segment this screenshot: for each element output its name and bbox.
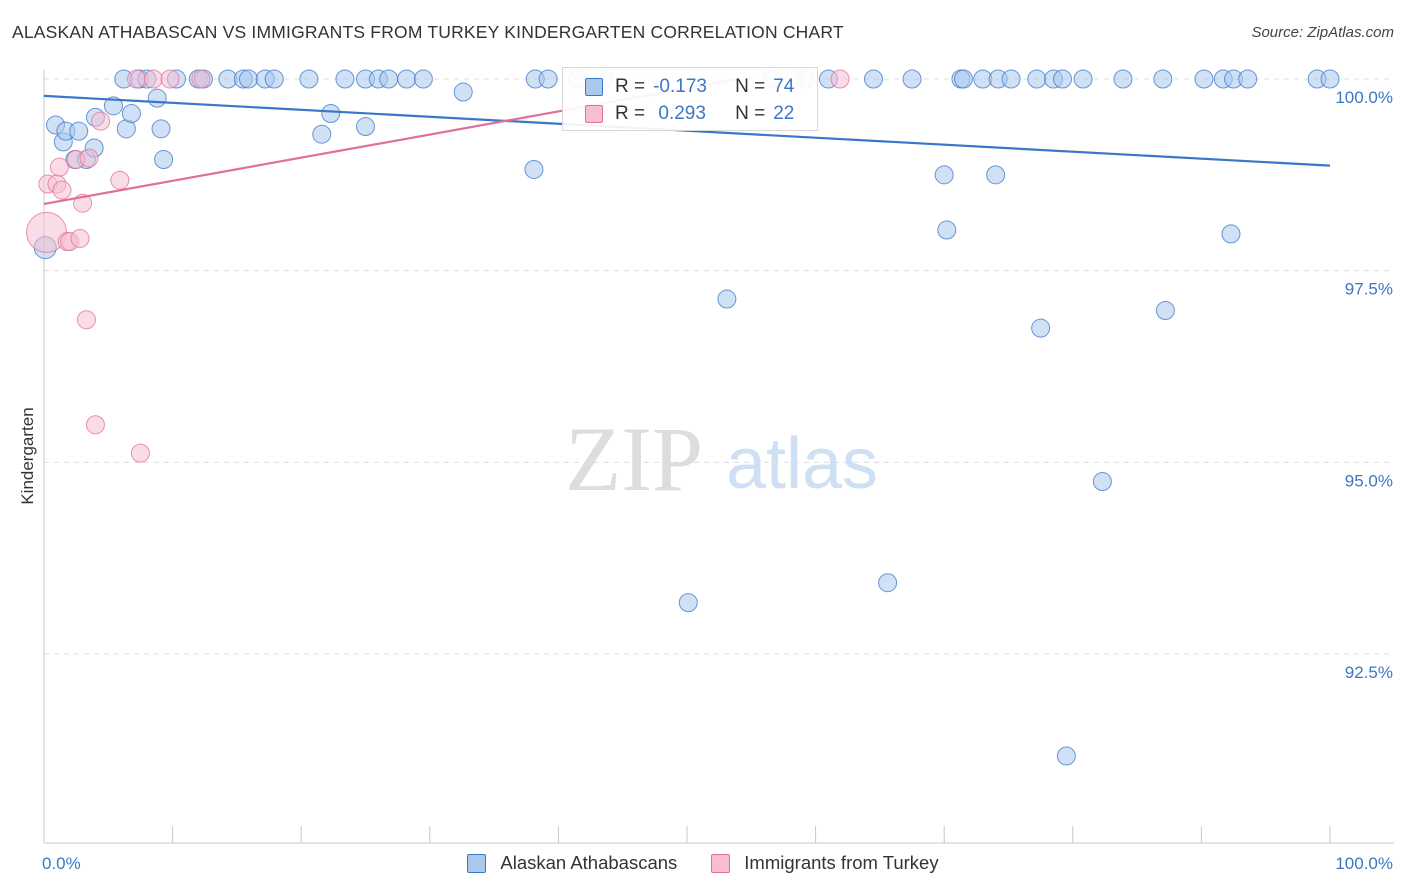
- athabascan-point: [1153, 69, 1173, 89]
- grid-layer: [44, 78, 1394, 655]
- athabascan-point: [986, 165, 1006, 185]
- turkey-point: [79, 148, 99, 168]
- athabascan-point: [1155, 301, 1175, 321]
- turkey-point: [143, 69, 163, 89]
- athabascan-point: [1320, 69, 1340, 89]
- athabascan-point: [151, 119, 171, 139]
- athabascan-point: [121, 104, 141, 123]
- legend-n-value: 74: [773, 76, 795, 97]
- turkey-point: [76, 310, 96, 330]
- athabascan-point: [1221, 224, 1241, 244]
- watermark: ZIP atlas: [565, 408, 878, 510]
- athabascan-point: [397, 69, 417, 89]
- y-tick-label: 92.5%: [1345, 663, 1393, 682]
- athabascan-point: [1031, 318, 1051, 338]
- x-tick-label: 100.0%: [1335, 854, 1393, 873]
- legend-row-series2: R = 0.293 N = 22: [585, 102, 794, 126]
- turkey-point: [110, 170, 130, 190]
- athabascan-point: [934, 165, 954, 185]
- legend-r-label: R =: [615, 103, 646, 124]
- athabascan-point: [321, 104, 341, 123]
- athabascan-point: [312, 124, 332, 144]
- source-label: Source: ZipAtlas.com: [1251, 24, 1394, 41]
- legend-r-value: 0.293: [653, 103, 706, 124]
- stats-legend: R = -0.173 N = 74 R = 0.293 N = 22: [562, 67, 818, 131]
- athabascan-point: [902, 69, 922, 89]
- athabascan-point: [678, 593, 698, 613]
- bottom-legend-label: Immigrants from Turkey: [744, 852, 939, 873]
- athabascan-point: [1056, 746, 1076, 766]
- athabascan-point: [379, 69, 399, 89]
- turkey-point: [830, 69, 850, 89]
- turkey-point: [85, 415, 105, 435]
- turkey-point: [160, 69, 180, 89]
- y-tick-label: 97.5%: [1345, 280, 1393, 299]
- athabascan-point: [524, 159, 544, 179]
- bottom-legend-label: Alaskan Athabascans: [500, 852, 678, 873]
- legend-r-value: -0.173: [653, 76, 707, 97]
- watermark-zip: ZIP: [565, 408, 703, 510]
- athabascan-point: [538, 69, 558, 89]
- legend-swatch-blue: [585, 78, 603, 96]
- athabascan-point: [335, 69, 355, 89]
- bottom-legend: Alaskan Athabascans Immigrants from Turk…: [0, 852, 1406, 874]
- athabascan-point: [1053, 69, 1073, 89]
- athabascan-point: [878, 573, 898, 593]
- athabascan-point: [154, 150, 174, 169]
- athabascan-point: [953, 69, 973, 89]
- athabascan-point: [264, 69, 284, 89]
- tick-label-layer: 100.0% 97.5% 95.0% 92.5% 0.0% 100.0%: [42, 88, 1393, 873]
- athabascan-point: [69, 121, 89, 141]
- athabascan-point: [1194, 69, 1214, 89]
- athabascan-point: [717, 289, 737, 309]
- athabascan-point: [937, 220, 957, 240]
- athabascan-point: [413, 69, 433, 89]
- athabascan-point: [147, 88, 167, 108]
- legend-swatch-pink: [585, 105, 603, 123]
- turkey-point: [130, 443, 150, 463]
- legend-n-label: N =: [735, 103, 766, 124]
- y-tick-label: 95.0%: [1345, 471, 1393, 490]
- turkey-point: [52, 180, 72, 200]
- athabascan-point: [238, 69, 258, 89]
- legend-r-label: R =: [615, 76, 646, 97]
- athabascan-point: [1113, 69, 1133, 89]
- legend-n-value: 22: [773, 103, 795, 124]
- legend-row-series1: R = -0.173 N = 74: [585, 75, 794, 99]
- y-axis-label: Kindergarten: [18, 407, 37, 505]
- y-tick-label: 100.0%: [1335, 88, 1393, 107]
- turkey-point: [70, 228, 90, 248]
- turkey-point: [91, 111, 111, 131]
- x-tick-label: 0.0%: [42, 854, 81, 873]
- athabascan-point: [453, 82, 473, 102]
- athabascan-point: [1073, 69, 1093, 89]
- chart-title: ALASKAN ATHABASCAN VS IMMIGRANTS FROM TU…: [12, 22, 844, 42]
- athabascan-point: [299, 69, 319, 89]
- bottom-legend-series2: Immigrants from Turkey: [711, 852, 939, 874]
- athabascan-point: [1238, 69, 1258, 89]
- bottom-legend-swatch-pink: [711, 853, 731, 873]
- turkey-point: [191, 69, 211, 89]
- axis-layer: [43, 70, 1394, 844]
- turkey-point: [49, 157, 69, 177]
- athabascan-point: [1092, 472, 1112, 491]
- legend-n-label: N =: [735, 76, 766, 97]
- watermark-atlas: atlas: [726, 424, 878, 504]
- athabascan-point: [1001, 69, 1021, 89]
- athabascan-point: [356, 117, 375, 137]
- turkey-point: [127, 69, 147, 89]
- bottom-legend-series1: Alaskan Athabascans: [467, 852, 677, 874]
- bottom-legend-swatch-blue: [467, 853, 487, 873]
- athabascan-point: [103, 96, 123, 116]
- athabascan-point: [1027, 69, 1047, 89]
- athabascan-point: [863, 69, 883, 89]
